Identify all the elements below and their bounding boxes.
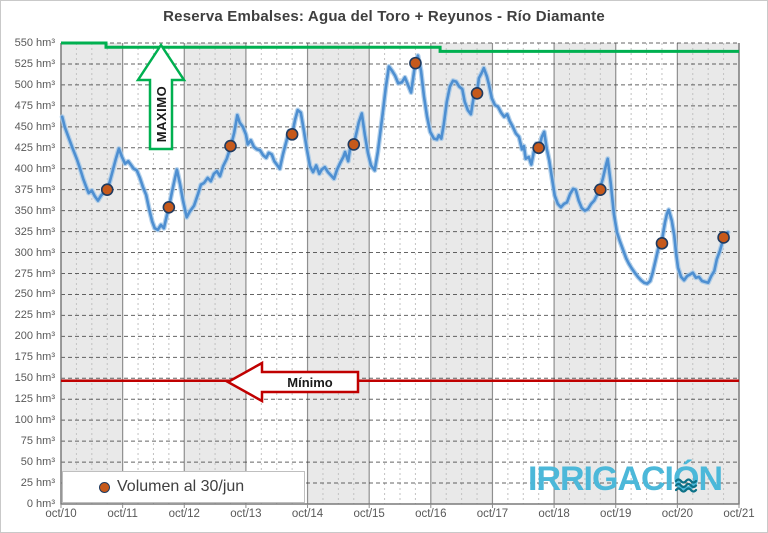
legend-marker-icon bbox=[99, 482, 110, 493]
jun-volume-marker bbox=[347, 138, 361, 151]
x-axis-tick-label: oct/17 bbox=[476, 508, 509, 520]
y-axis-tick-label: 25 hm³ bbox=[20, 477, 55, 490]
y-axis-tick-label: 500 hm³ bbox=[14, 78, 55, 91]
series-line bbox=[60, 54, 730, 285]
jun-volume-marker bbox=[224, 139, 237, 153]
y-axis-tick-label: 300 hm³ bbox=[14, 246, 55, 259]
legend-label: Volumen al 30/jun bbox=[117, 478, 245, 495]
irrigacion-logo: IRRIGACIÓ N bbox=[528, 460, 723, 499]
y-axis-tick-label: 525 hm³ bbox=[14, 57, 55, 70]
y-axis-tick-label: 325 hm³ bbox=[14, 225, 55, 238]
maximum-arrow-label: MAXIMO bbox=[154, 86, 169, 142]
x-axis-tick-label: oct/15 bbox=[353, 508, 385, 520]
jun-volume-marker bbox=[285, 128, 299, 141]
minimum-arrow-label: Mínimo bbox=[287, 375, 333, 390]
y-axis-tick-label: 225 hm³ bbox=[14, 309, 55, 322]
y-axis-tick-label: 275 hm³ bbox=[14, 267, 55, 280]
y-axis-tick-label: 200 hm³ bbox=[14, 330, 55, 343]
y-axis-tick-label: 100 hm³ bbox=[14, 414, 55, 427]
y-axis-tick-label: 475 hm³ bbox=[14, 99, 55, 112]
y-axis-tick-label: 425 hm³ bbox=[14, 141, 55, 154]
y-axis-tick-label: 175 hm³ bbox=[14, 351, 55, 364]
logo-text-suffix: N bbox=[698, 460, 723, 498]
jun-volume-marker bbox=[100, 183, 114, 196]
x-axis-tick-label: oct/12 bbox=[168, 508, 200, 520]
legend: Volumen al 30/jun bbox=[62, 471, 305, 503]
chart-title: Reserva Embalses: Agua del Toro + Reyuno… bbox=[163, 8, 605, 25]
y-axis-tick-label: 75 hm³ bbox=[20, 435, 55, 448]
x-axis-tick-label: oct/21 bbox=[723, 508, 755, 520]
jun-volume-marker bbox=[594, 183, 607, 196]
x-axis-tick-label: oct/19 bbox=[600, 508, 632, 520]
y-axis-tick-label: 375 hm³ bbox=[14, 183, 55, 196]
jun-volume-marker bbox=[162, 200, 176, 214]
maximum-line bbox=[61, 41, 739, 53]
jun-volume-marker bbox=[717, 231, 730, 244]
y-axis-tick-label: 125 hm³ bbox=[14, 393, 55, 406]
y-axis-tick-label: 50 hm³ bbox=[20, 456, 55, 469]
y-axis-tick-label: 450 hm³ bbox=[14, 120, 55, 133]
x-axis-tick-label: oct/11 bbox=[107, 508, 138, 520]
y-axis-tick-label: 400 hm³ bbox=[14, 162, 55, 175]
x-axis-tick-label: oct/14 bbox=[291, 508, 324, 520]
logo-text-prefix: IRRIGACI bbox=[528, 460, 674, 498]
y-axis-tick-label: 550 hm³ bbox=[14, 37, 55, 49]
x-axis-tick-label: oct/18 bbox=[538, 508, 570, 520]
x-axis-tick-label: oct/10 bbox=[45, 508, 77, 520]
maximum-arrow-icon bbox=[135, 42, 187, 151]
minimum-arrow-icon bbox=[225, 360, 360, 404]
x-axis-tick-label: oct/20 bbox=[661, 508, 694, 520]
jun-volume-marker bbox=[532, 141, 545, 155]
logo-letter-o: Ó bbox=[673, 460, 699, 499]
y-axis-tick-label: 0 hm³ bbox=[26, 498, 55, 510]
y-axis-tick-label: 250 hm³ bbox=[14, 288, 55, 301]
jun-volume-marker bbox=[409, 56, 422, 70]
jun-volume-marker bbox=[470, 86, 484, 100]
plot-border bbox=[60, 43, 740, 505]
y-axis-tick-label: 150 hm³ bbox=[14, 372, 55, 385]
water-waves-icon bbox=[675, 478, 698, 493]
x-axis-tick-label: oct/16 bbox=[415, 508, 447, 520]
jun-volume-marker bbox=[655, 237, 669, 250]
x-axis-tick-label: oct/13 bbox=[230, 508, 262, 520]
y-axis-tick-label: 350 hm³ bbox=[14, 204, 55, 217]
